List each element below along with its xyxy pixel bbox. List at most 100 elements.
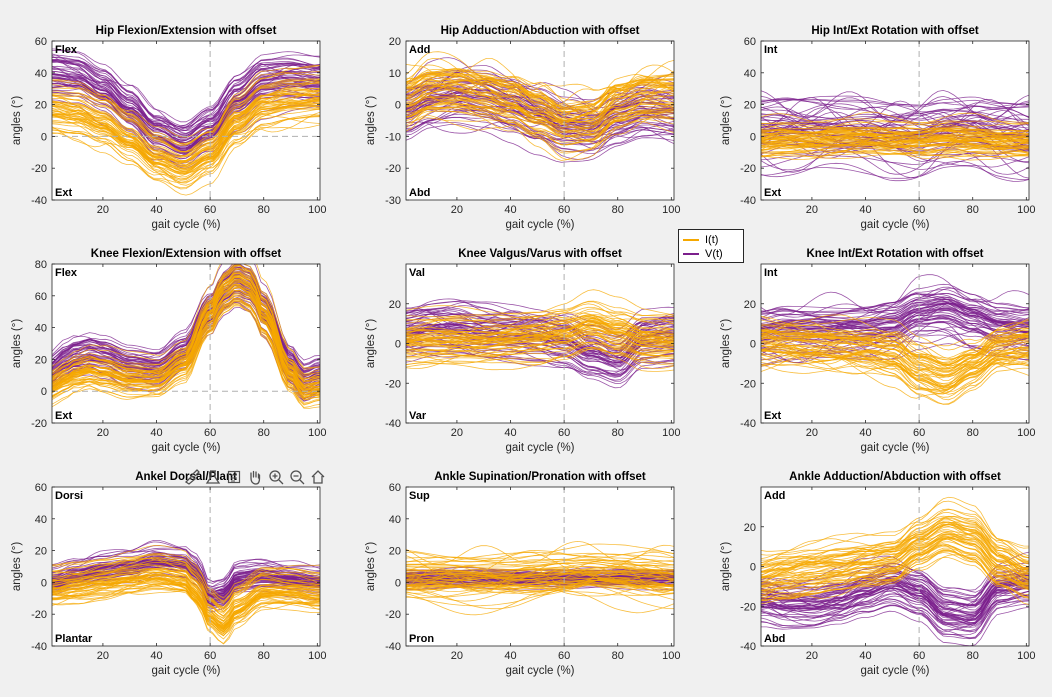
series-curve	[761, 599, 1029, 640]
series-I	[761, 314, 1029, 405]
series-curve	[761, 348, 1029, 388]
series-curve	[406, 348, 674, 365]
series-curve	[761, 584, 1029, 622]
series-curve	[52, 297, 320, 406]
x-axis-label: gait cycle (%)	[151, 665, 220, 677]
series-curve	[406, 583, 674, 607]
data-tip-icon[interactable]	[203, 467, 222, 487]
series-curve	[761, 122, 1029, 135]
x-tick-label: 80	[258, 427, 270, 439]
x-axis-label: gait cycle (%)	[860, 442, 929, 454]
y-tick-label: 40	[389, 514, 401, 526]
home-icon[interactable]	[308, 467, 327, 487]
bottom-annotation: Ext	[55, 410, 72, 422]
x-tick-label: 20	[451, 427, 463, 439]
series-curve	[761, 127, 1029, 137]
series-curve	[406, 311, 674, 332]
series-curve	[52, 96, 320, 172]
series-curve	[52, 65, 320, 146]
series-curve	[52, 93, 320, 166]
series-curve	[406, 351, 674, 389]
curves	[406, 51, 674, 163]
brush-icon[interactable]	[182, 467, 201, 487]
series-curve	[761, 314, 1029, 347]
x-tick-label: 80	[258, 650, 270, 662]
x-tick-label: 100	[308, 427, 326, 439]
series-curve	[406, 301, 674, 323]
chart-2: 20 40 60 80 100 -30 -20 -10 0 10 20 Hip Adduction/A…	[365, 25, 680, 231]
x-tick-label: 20	[806, 204, 818, 216]
bottom-annotation: Ext	[55, 187, 72, 199]
series-curve	[406, 559, 674, 585]
y-tick-label: -40	[385, 418, 401, 430]
series-curve	[761, 533, 1029, 594]
series-curve	[761, 341, 1029, 390]
series-curve	[52, 79, 320, 138]
series-curve	[761, 320, 1029, 369]
x-tick-label: 20	[806, 427, 818, 439]
series-I	[52, 264, 320, 409]
y-tick-label: 20	[389, 546, 401, 558]
series-curve	[52, 87, 320, 150]
series-curve	[52, 553, 320, 589]
x-tick-label: 100	[1017, 204, 1035, 216]
series-curve	[52, 297, 320, 401]
series-I	[406, 51, 674, 161]
series-curve	[406, 123, 674, 163]
axes-box	[51, 40, 321, 201]
data-cursor-icon[interactable]	[224, 467, 243, 487]
series-curve	[52, 61, 320, 135]
x-tick-label: 80	[612, 427, 624, 439]
x-tick-label: 60	[204, 427, 216, 439]
legend[interactable]: I(t) V(t)	[678, 229, 744, 263]
series-curve	[406, 559, 674, 570]
series-curve	[406, 51, 674, 93]
series-curve	[761, 286, 1029, 318]
series-curve	[52, 303, 320, 400]
series-curve	[761, 147, 1029, 160]
chart-3: 20 40 60 80 100 -40 -20 0 20 40 60 Hip Int/Ext Rota…	[720, 25, 1035, 231]
chart-title: Hip Flexion/Extension with offset	[96, 25, 277, 37]
bottom-annotation: Ext	[764, 410, 781, 422]
series-curve	[761, 593, 1029, 628]
chart-title: Ankel Dorsal/Plant	[135, 471, 237, 483]
pan-icon[interactable]	[245, 467, 264, 487]
series-curve	[52, 90, 320, 161]
x-axis-label: gait cycle (%)	[505, 442, 574, 454]
zoom-out-icon[interactable]	[287, 467, 306, 487]
y-tick-label: 0	[41, 577, 47, 589]
chart-title: Hip Int/Ext Rotation with offset	[811, 25, 979, 37]
series-I	[761, 496, 1029, 605]
bottom-annotation: Var	[409, 410, 427, 422]
series-curve	[52, 124, 320, 196]
legend-item-V: V(t)	[683, 247, 723, 261]
top-annotation: Flex	[55, 44, 78, 56]
x-axis-label: gait cycle (%)	[151, 442, 220, 454]
x-tick-label: 40	[150, 650, 162, 662]
series-curve	[761, 308, 1029, 331]
series-curve	[52, 65, 320, 145]
y-tick-label: 20	[744, 522, 756, 534]
y-tick-label: 0	[750, 562, 756, 574]
x-tick-label: 20	[97, 427, 109, 439]
series-curve	[406, 571, 674, 583]
x-axis-label: gait cycle (%)	[151, 219, 220, 231]
series-curve	[52, 569, 320, 608]
series-curve	[761, 140, 1029, 146]
series-curve	[52, 264, 320, 366]
series-curve	[52, 276, 320, 383]
bottom-annotation: Abd	[764, 633, 785, 645]
bottom-annotation: Abd	[409, 187, 430, 199]
zoom-in-icon[interactable]	[266, 467, 285, 487]
series-curve	[52, 264, 320, 370]
series-curve	[761, 274, 1029, 315]
x-tick-label: 40	[150, 204, 162, 216]
series-curve	[52, 557, 320, 602]
y-tick-label: 40	[744, 68, 756, 80]
legend-label-I: I(t)	[705, 234, 719, 246]
y-tick-label: -20	[31, 418, 47, 430]
series-curve	[406, 564, 674, 594]
series-curve	[52, 105, 320, 170]
y-tick-label: 40	[35, 68, 47, 80]
axes-box	[760, 40, 1030, 201]
